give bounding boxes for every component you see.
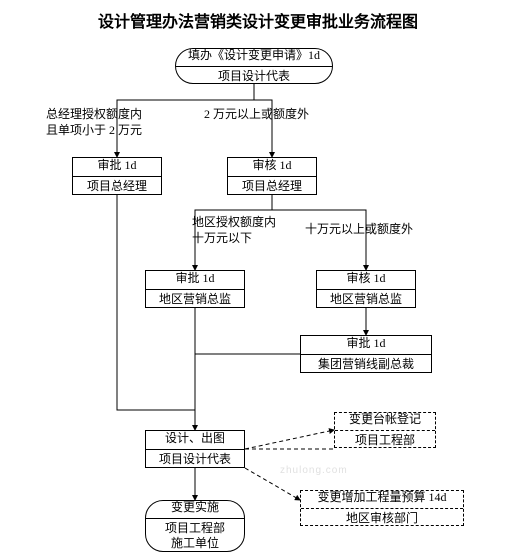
node-line1: 设计、出图: [146, 431, 244, 447]
flowchart-title: 设计管理办法营销类设计变更审批业务流程图: [0, 8, 516, 32]
node-line2: 项目工程部: [146, 521, 244, 537]
node-line3: 施工单位: [146, 536, 244, 552]
flowchart-node-n7: 设计、出图项目设计代表: [145, 430, 245, 468]
node-line2: 地区审核部门: [301, 511, 463, 527]
node-line1: 变更台帐登记: [335, 412, 435, 428]
flowchart-node-n3: 审核 1d 项目总经理: [227, 157, 317, 195]
node-line2: 项目设计代表: [176, 69, 332, 85]
node-line1: 审核 1d: [317, 271, 415, 287]
node-line1: 审批 1d: [146, 271, 244, 287]
flowchart-node-n10: 变更增加工程量预算 14d 地区审核部门: [300, 490, 464, 526]
node-divider: [146, 518, 244, 519]
watermark: zhulong.com: [280, 465, 348, 476]
node-divider: [146, 289, 244, 290]
edge-label-l3: 地区授权额度内 十万元以下: [192, 215, 276, 246]
node-line1: 审核 1d: [228, 158, 316, 174]
flowchart-node-n6: 审批 1d 集团营销线副总裁: [300, 335, 432, 373]
flowchart-node-n9: 变更台帐登记项目工程部: [334, 412, 436, 448]
edge-label-l4: 十万元以上或额度外: [305, 222, 413, 238]
flowchart-node-n5: 审核 1d 地区营销总监: [316, 270, 416, 308]
node-line2: 集团营销线副总裁: [301, 357, 431, 373]
node-line1: 审批 1d: [73, 158, 161, 174]
node-divider: [301, 354, 431, 355]
node-divider: [317, 289, 415, 290]
flowchart-node-n8: 变更实施项目工程部施工单位: [145, 500, 245, 552]
node-line2: 项目总经理: [73, 179, 161, 195]
flowchart-node-n1: 填办《设计变更申请》1d 项目设计代表: [175, 48, 333, 84]
node-line2: 项目工程部: [335, 433, 435, 449]
node-divider: [146, 449, 244, 450]
node-line1: 变更实施: [146, 500, 244, 516]
node-line2: 项目总经理: [228, 179, 316, 195]
node-divider: [228, 176, 316, 177]
edge-label-l2: 2 万元以上或额度外: [204, 107, 309, 123]
flowchart-node-n4: 审批 1d 地区营销总监: [145, 270, 245, 308]
edge-label-l1: 总经理授权额度内 且单项小于 2 万元: [46, 107, 142, 138]
node-line2: 项目设计代表: [146, 452, 244, 468]
node-line1: 审批 1d: [301, 336, 431, 352]
node-line2: 地区营销总监: [317, 292, 415, 308]
node-divider: [176, 66, 332, 67]
node-line2: 地区营销总监: [146, 292, 244, 308]
node-line1: 变更增加工程量预算 14d: [301, 490, 463, 506]
node-divider: [73, 176, 161, 177]
node-divider: [335, 430, 435, 431]
edge-5: [117, 195, 195, 430]
flowchart-node-n2: 审批 1d 项目总经理: [72, 157, 162, 195]
edge-9: [245, 430, 334, 449]
node-divider: [301, 508, 463, 509]
node-line1: 填办《设计变更申请》1d: [176, 48, 332, 64]
